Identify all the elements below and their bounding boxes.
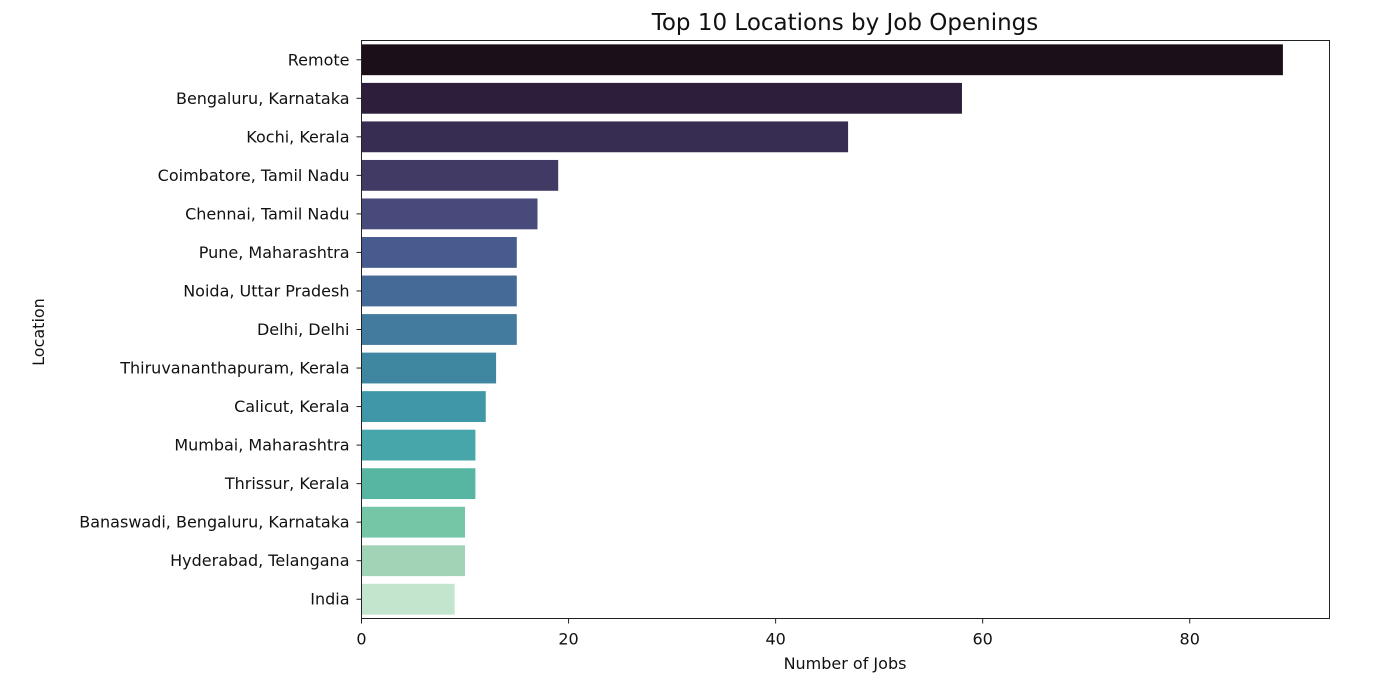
y-axis-label: Location: [29, 298, 48, 366]
bar: [361, 429, 476, 461]
y-tick-label: Thrissur, Kerala: [224, 474, 350, 493]
bar: [361, 314, 517, 345]
x-tick-label: 0: [356, 630, 366, 649]
bar: [361, 391, 486, 422]
x-axis-label: Number of Jobs: [784, 654, 907, 673]
bar: [361, 237, 517, 268]
x-tick-label: 60: [972, 630, 992, 649]
bar: [361, 468, 476, 500]
bar: [361, 545, 466, 577]
y-tick-label: Mumbai, Maharashtra: [174, 436, 349, 455]
y-tick-label: Delhi, Delhi: [257, 320, 350, 339]
y-tick-label: Remote: [288, 50, 350, 69]
y-tick-label: Calicut, Kerala: [234, 397, 349, 416]
y-ticks-group: Remote Bengaluru, Karnataka Kochi, Kerala C…: [79, 50, 362, 609]
bar: [361, 583, 455, 615]
bar: [361, 198, 538, 230]
bar: [361, 121, 849, 153]
y-tick-label: Thiruvananthapuram, Kerala: [119, 359, 349, 378]
bars-group: [361, 44, 1283, 615]
y-tick-label: Hyderabad, Telangana: [170, 551, 349, 570]
x-tick-label: 20: [558, 630, 578, 649]
bar: [361, 44, 1283, 76]
x-tick-label: 40: [765, 630, 785, 649]
y-tick-label: Kochi, Kerala: [246, 127, 349, 146]
bar: [361, 159, 559, 191]
y-tick-label: Noida, Uttar Pradesh: [183, 281, 349, 300]
y-tick-label: Bengaluru, Karnataka: [176, 89, 350, 108]
y-tick-label: Banaswadi, Bengaluru, Karnataka: [79, 513, 349, 532]
plot-frame: [361, 40, 1330, 619]
y-tick-label: Pune, Maharashtra: [199, 243, 350, 262]
chart-title: Top 10 Locations by Job Openings: [651, 10, 1039, 36]
y-tick-label: Chennai, Tamil Nadu: [185, 204, 349, 223]
bar: [361, 506, 466, 538]
bar: [361, 352, 497, 384]
bar: [361, 82, 962, 114]
x-tick-label: 80: [1180, 630, 1200, 649]
y-tick-label: India: [310, 590, 349, 609]
bar: [361, 275, 517, 307]
x-ticks-group: 0 20 40 60 80: [356, 618, 1200, 649]
y-tick-label: Coimbatore, Tamil Nadu: [158, 166, 350, 185]
